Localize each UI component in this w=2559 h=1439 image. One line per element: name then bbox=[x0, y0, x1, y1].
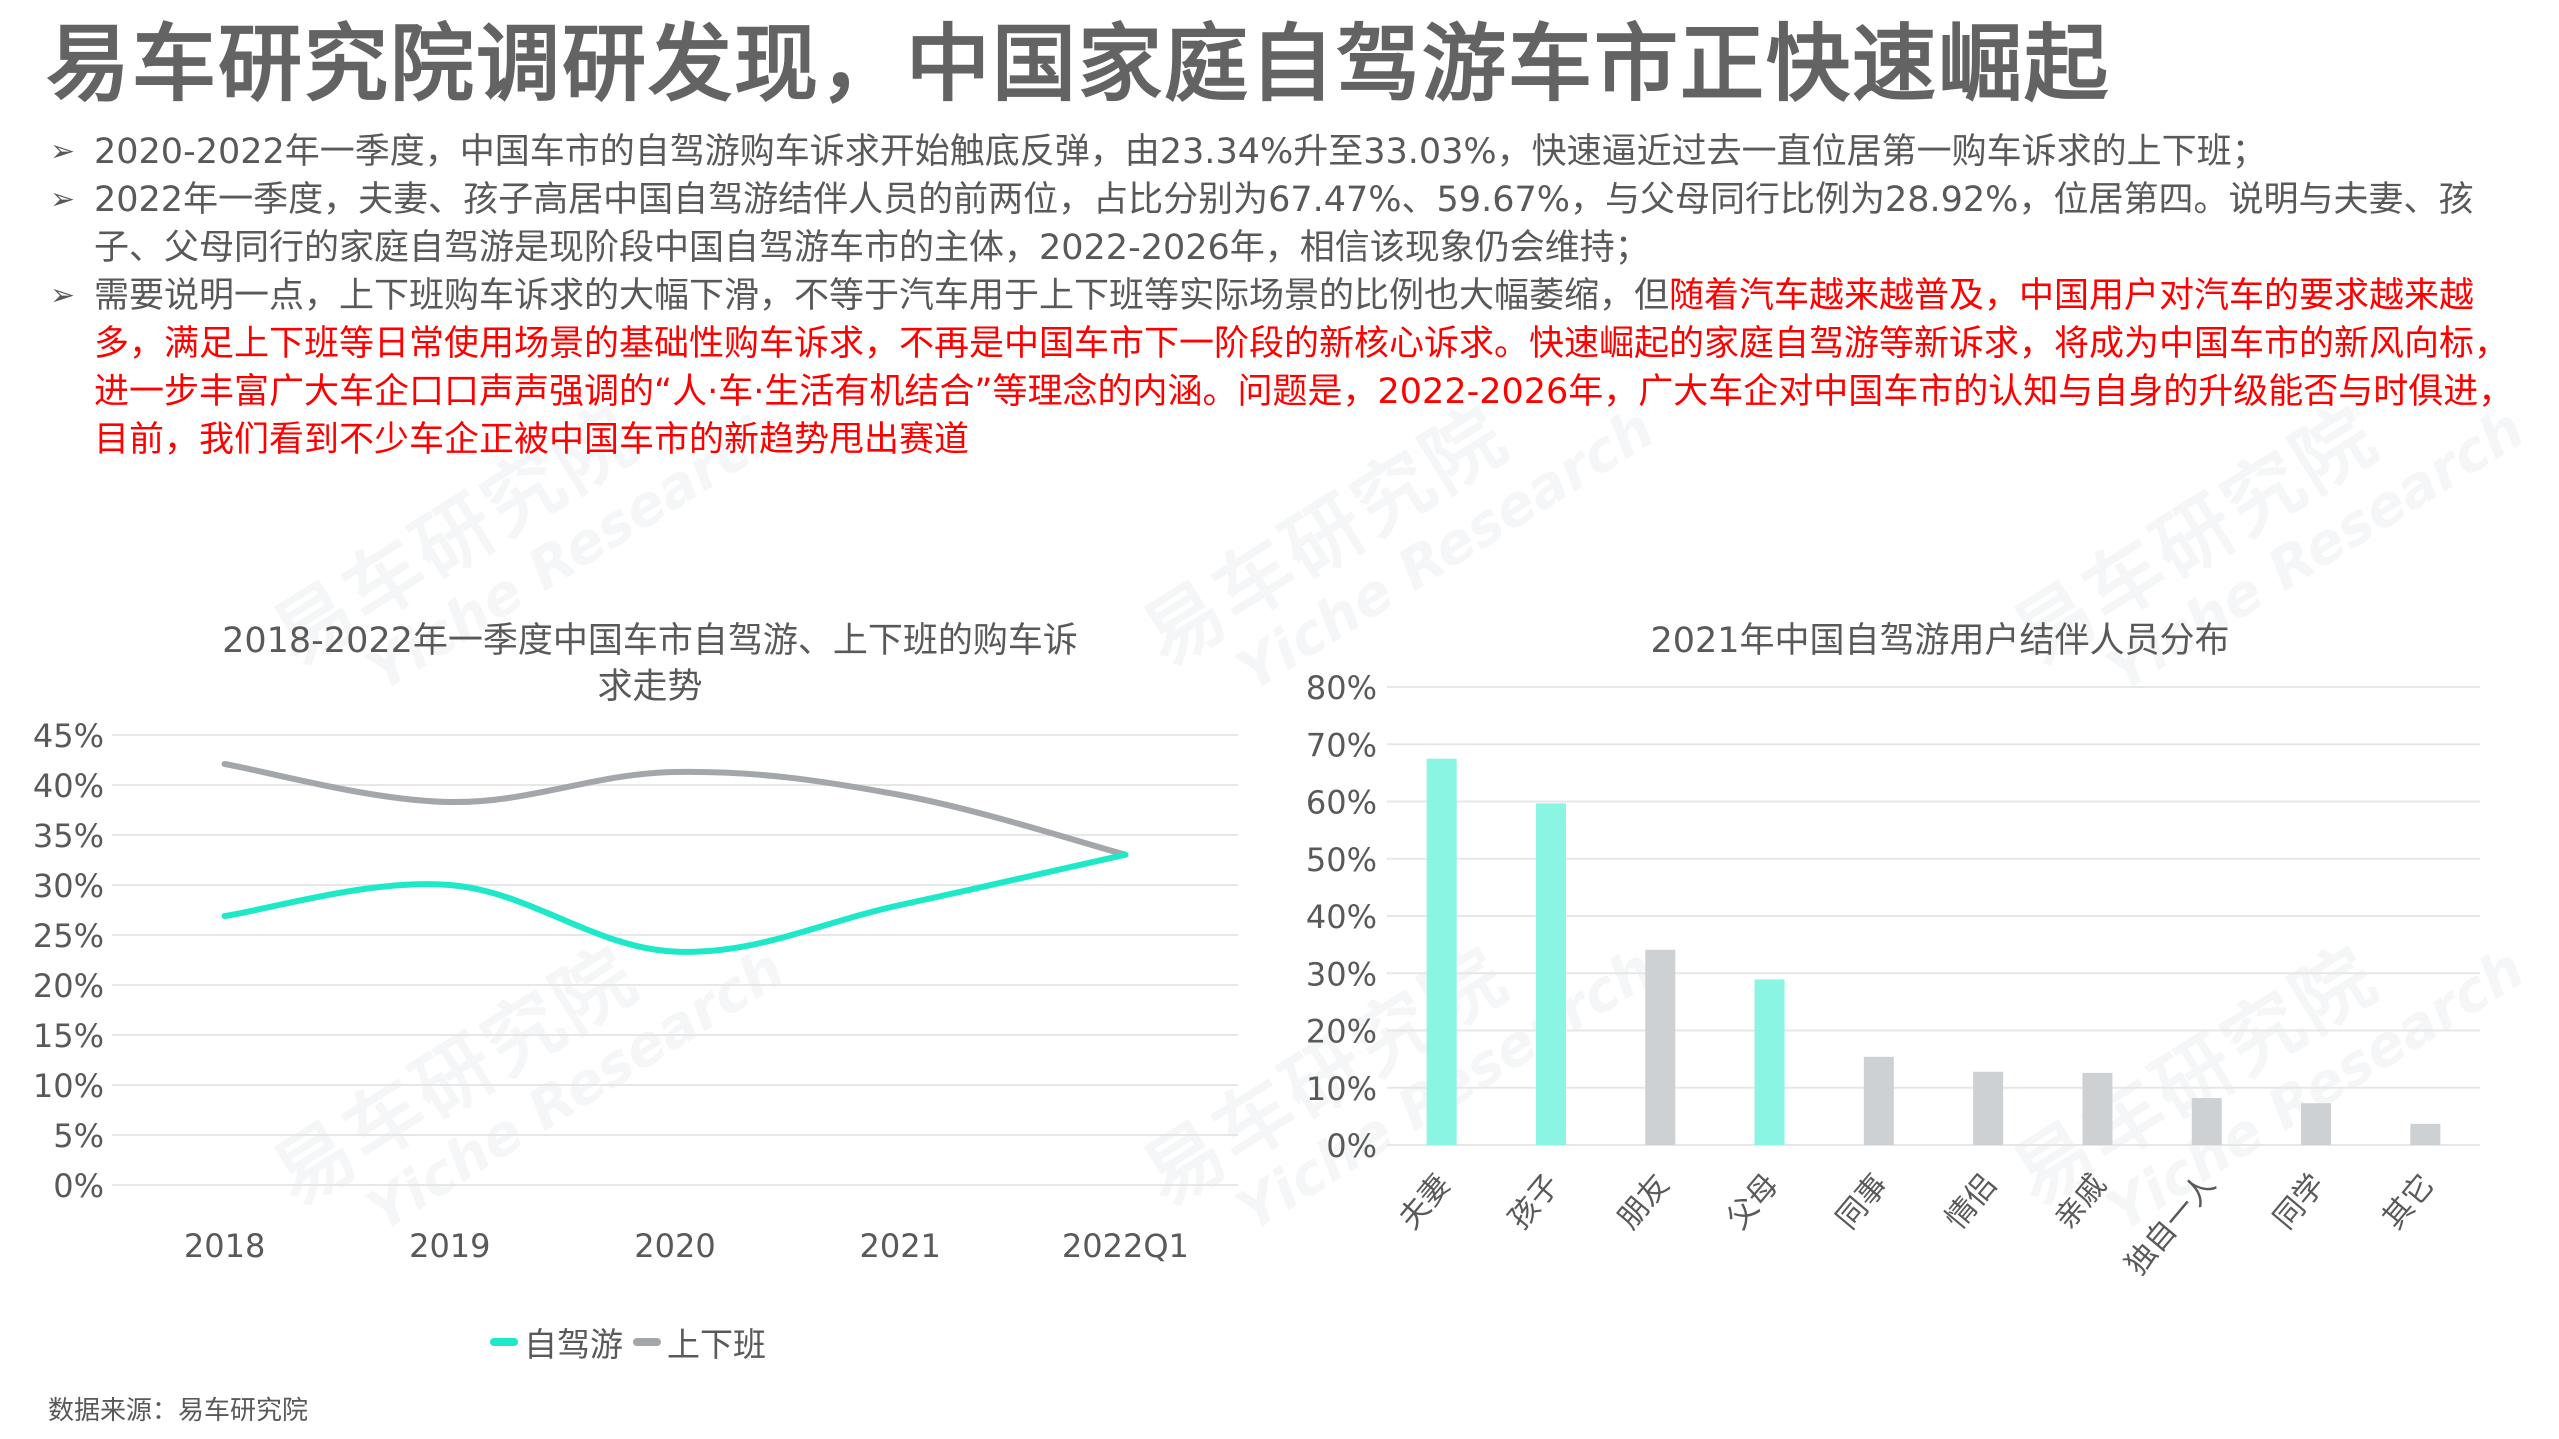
y-tick-label: 10% bbox=[33, 1067, 104, 1105]
x-tick-label: 2022Q1 bbox=[1062, 1227, 1189, 1265]
series-line-self-drive bbox=[221, 851, 1129, 955]
bullet-item: ➢ 2020-2022年一季度，中国车市的自驾游购车诉求开始触底反弹，由23.3… bbox=[46, 128, 2526, 176]
x-tick-label: 孩子 bbox=[1502, 1168, 1567, 1236]
page-title: 易车研究院调研发现，中国家庭自驾游车市正快速崛起 bbox=[46, 15, 2111, 113]
x-tick-label: 亲戚 bbox=[2048, 1168, 2113, 1236]
y-tick-label: 0% bbox=[53, 1167, 104, 1205]
x-tick-label: 情侣 bbox=[1939, 1168, 2004, 1236]
x-tick-label: 同学 bbox=[2267, 1168, 2332, 1236]
line-chart-title: 2018-2022年一季度中国车市自驾游、上下班的购车诉 求走势 bbox=[222, 621, 1078, 707]
bullet-text: 需要说明一点，上下班购车诉求的大幅下滑，不等于汽车用于上下班等实际场景的比例也大… bbox=[94, 276, 1670, 316]
bullet-item: ➢ 2022年一季度，夫妻、孩子高居中国自驾游结伴人员的前两位，占比分别为67.… bbox=[46, 176, 2526, 272]
y-tick-label: 70% bbox=[1306, 726, 1377, 764]
y-tick-label: 35% bbox=[33, 817, 104, 855]
y-tick-label: 25% bbox=[33, 917, 104, 955]
y-tick-label: 30% bbox=[1306, 955, 1377, 993]
bar bbox=[1426, 758, 1457, 1145]
bar bbox=[1535, 803, 1566, 1145]
legend-label-self-drive: 自驾游 bbox=[524, 1325, 623, 1364]
y-tick-label: 20% bbox=[33, 967, 104, 1005]
bar bbox=[1754, 979, 1785, 1145]
x-tick-label: 其它 bbox=[2376, 1168, 2441, 1236]
arrow-bullet-icon: ➢ bbox=[50, 134, 76, 169]
bullet-item: ➢ 需要说明一点，上下班购车诉求的大幅下滑，不等于汽车用于上下班等实际场景的比例… bbox=[46, 272, 2526, 464]
y-tick-label: 80% bbox=[1306, 669, 1377, 707]
x-tick-label: 2019 bbox=[409, 1227, 490, 1265]
bar bbox=[1645, 949, 1676, 1145]
bar bbox=[1863, 1056, 1894, 1145]
x-tick-label: 父母 bbox=[1720, 1168, 1785, 1236]
x-tick-label: 2018 bbox=[184, 1227, 265, 1265]
y-tick-label: 30% bbox=[33, 867, 104, 905]
chart-legend: 自驾游 上下班 bbox=[490, 1318, 766, 1366]
y-tick-label: 10% bbox=[1306, 1070, 1377, 1108]
bullet-text: 2022年一季度，夫妻、孩子高居中国自驾游结伴人员的前两位，占比分别为67.47… bbox=[94, 180, 2474, 268]
legend-label-commute: 上下班 bbox=[667, 1325, 766, 1364]
bullet-list: ➢ 2020-2022年一季度，中国车市的自驾游购车诉求开始触底反弹，由23.3… bbox=[46, 128, 2526, 464]
y-tick-label: 50% bbox=[1306, 841, 1377, 879]
bullet-text: 2020-2022年一季度，中国车市的自驾游购车诉求开始触底反弹，由23.34%… bbox=[94, 132, 2267, 172]
legend-swatch-commute bbox=[633, 1338, 661, 1346]
y-tick-label: 20% bbox=[1306, 1013, 1377, 1051]
series-line-commute bbox=[221, 761, 1129, 858]
x-tick-label: 独自一人 bbox=[2119, 1168, 2223, 1282]
y-tick-label: 45% bbox=[33, 717, 104, 755]
legend-swatch-self-drive bbox=[490, 1338, 518, 1346]
y-tick-label: 5% bbox=[53, 1117, 104, 1155]
bar-chart-title: 2021年中国自驾游用户结伴人员分布 bbox=[1650, 621, 2230, 661]
bar-chart: 0% 10% 20% 30% 40% 50% 60% 70% 80% 夫妻 孩子 朋友 父母 同事 情侣 亲戚… bbox=[1306, 669, 2480, 1282]
arrow-bullet-icon: ➢ bbox=[50, 278, 76, 313]
bar bbox=[2191, 1098, 2222, 1145]
bullet-text-highlight: 随着汽车越来越普及，中国用户对汽车的要求越来越多，满足上下班等日常使用场景的基础… bbox=[94, 276, 2514, 460]
y-tick-label: 15% bbox=[33, 1017, 104, 1055]
y-tick-label: 40% bbox=[1306, 898, 1377, 936]
data-source: 数据来源：易车研究院 bbox=[48, 1396, 309, 1426]
line-chart: 0% 5% 10% 15% 20% 25% 30% 35% 40% 45% 2018 2019 2020… bbox=[33, 717, 1238, 1265]
x-tick-label: 2021 bbox=[859, 1227, 940, 1265]
bar bbox=[1973, 1071, 2004, 1145]
bar bbox=[2082, 1072, 2113, 1145]
y-tick-label: 40% bbox=[33, 767, 104, 805]
bar bbox=[2301, 1103, 2332, 1145]
y-tick-label: 60% bbox=[1306, 784, 1377, 822]
bar bbox=[2410, 1123, 2441, 1145]
x-tick-label: 2020 bbox=[634, 1227, 715, 1265]
x-tick-label: 夫妻 bbox=[1392, 1168, 1457, 1236]
x-tick-label: 同事 bbox=[1830, 1168, 1895, 1236]
arrow-bullet-icon: ➢ bbox=[50, 182, 76, 217]
x-tick-label: 朋友 bbox=[1611, 1168, 1676, 1236]
y-tick-label: 0% bbox=[1326, 1127, 1377, 1165]
